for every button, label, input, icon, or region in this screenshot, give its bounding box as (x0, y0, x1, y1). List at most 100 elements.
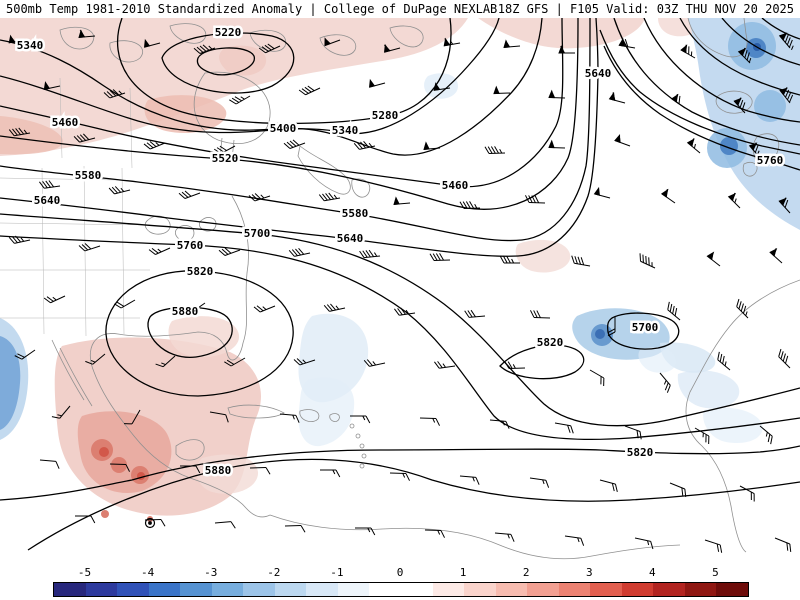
contour-labels: 5340 5220 5460 5640 5280 5400 5340 5520 5580 5760… (14, 24, 786, 480)
wind-barb (634, 537, 654, 550)
contour-label: 5280 (372, 109, 399, 122)
wind-barb (350, 415, 371, 424)
wind-barb (363, 359, 386, 367)
wind-barb (224, 357, 246, 367)
contour-label: 5400 (270, 122, 297, 135)
contour-label: 5700 (244, 227, 271, 240)
wind-barb (433, 82, 451, 91)
wind-barb (434, 361, 456, 369)
wind-barb (320, 469, 341, 478)
colorbar-segment (432, 583, 465, 596)
colorbar-segment (495, 583, 528, 596)
wind-barb (178, 190, 201, 199)
wind-barb (503, 39, 521, 48)
contour-label: 5640 (337, 232, 364, 245)
wind-barb (318, 192, 341, 202)
wind-barb (659, 372, 671, 393)
contour-label: 5820 (627, 446, 654, 459)
colorbar-segment (337, 583, 370, 596)
colorbar-tick: -1 (330, 566, 344, 579)
wind-barb (214, 521, 236, 529)
wind-barb (148, 247, 171, 255)
colorbar-tick: -4 (141, 566, 155, 579)
contour-label: 5580 (342, 207, 369, 220)
wind-barb (778, 197, 791, 214)
contour-5580 (0, 18, 591, 242)
wind-barb (73, 133, 96, 143)
contour-5640-east (613, 18, 800, 146)
colorbar-segment (117, 583, 149, 596)
wind-barb (155, 355, 176, 368)
wind-barb (727, 192, 741, 209)
wind-barb (489, 419, 510, 429)
contour-label: 5760 (757, 154, 784, 167)
wind-barb (368, 78, 386, 88)
contour-5880-ridge (147, 306, 233, 358)
wind-barb (8, 235, 31, 244)
colorbar-segment (653, 583, 685, 596)
contour-label: 5220 (215, 26, 242, 39)
wind-barb (323, 303, 346, 312)
wind-barb (298, 85, 321, 96)
wind-barb (124, 409, 141, 425)
wind-barb (733, 97, 746, 114)
wind-barb (774, 537, 792, 552)
wind-barb (639, 253, 656, 269)
wind-barb (717, 351, 731, 371)
cold-anomaly-shading (0, 18, 800, 447)
colorbar-tick: -5 (77, 566, 92, 579)
colorbar-segment (85, 583, 118, 596)
wind-barb (383, 43, 401, 53)
contour-5280 (117, 18, 452, 125)
colorbar-tick: -3 (204, 566, 218, 579)
contour-5760-jet (603, 45, 800, 171)
wind-barb (680, 44, 696, 59)
wind-barb (393, 196, 411, 205)
wind-barb (423, 141, 441, 150)
wind-barb (504, 361, 526, 370)
wind-barb (359, 249, 381, 259)
wind-barb (108, 186, 131, 195)
contour-label: 5760 (177, 239, 204, 252)
wind-barb (548, 139, 566, 149)
contour-label: 5700 (632, 321, 659, 334)
wind-barb (706, 251, 721, 267)
colorbar-segment (180, 583, 212, 596)
contour-5520-east (679, 18, 800, 96)
wind-barb (614, 133, 631, 147)
contour-label: 5820 (187, 265, 214, 278)
colorbar-segment (274, 583, 307, 596)
colorbar-segment (621, 583, 654, 596)
wind-barb (548, 89, 566, 99)
wind-barb (103, 89, 126, 99)
contour-label: 5520 (212, 152, 239, 165)
wind-barb (283, 139, 306, 149)
contour-5700-jet (599, 29, 800, 155)
wind-barb (258, 43, 281, 54)
wind-barb (249, 466, 271, 475)
contour-label: 5880 (172, 305, 199, 318)
map-title: 500mb Temp 1981-2010 Standardized Anomal… (6, 2, 498, 16)
wind-barb (43, 81, 61, 90)
wind-barb (85, 353, 106, 365)
wind-barb (739, 485, 755, 502)
wind-barb (769, 248, 783, 264)
wind-barb (218, 247, 241, 256)
contour-5400 (0, 18, 543, 156)
anomaly-colorbar: -5 -4 -3 -2 -1 0 1 2 3 4 5 (0, 566, 800, 600)
wind-barb (593, 186, 611, 199)
wind-barb (558, 45, 575, 54)
contour-label: 5460 (52, 116, 79, 129)
contour-5760 (0, 235, 800, 441)
wind-barb (355, 527, 376, 536)
colorbar-segment (558, 583, 591, 596)
wind-barb (669, 482, 687, 497)
contour-5880-south (27, 458, 800, 551)
wind-barb (737, 47, 752, 64)
contour-label: 5460 (442, 179, 469, 192)
wind-barb (748, 142, 761, 159)
colorbar-segment (464, 583, 496, 596)
wind-barb (618, 37, 636, 49)
contour-5820-south (0, 445, 800, 501)
wind-barb (429, 253, 451, 262)
